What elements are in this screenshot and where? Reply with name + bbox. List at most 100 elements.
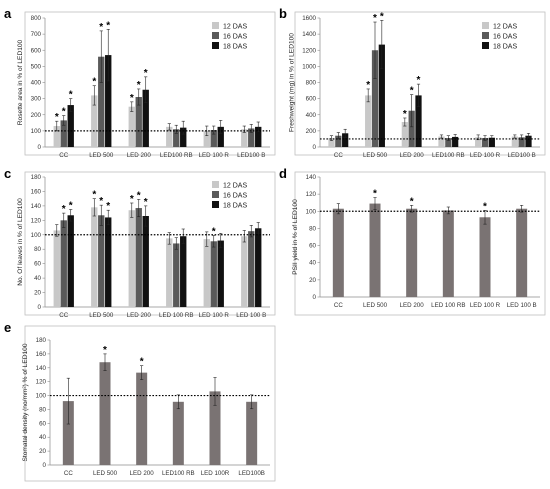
panel-e-y-tick-label: 120 <box>36 379 47 386</box>
panel-a-frame <box>24 11 276 156</box>
panel-b-bar <box>328 138 335 147</box>
panel-b-bar <box>438 136 445 147</box>
panel-a-bar <box>173 129 180 147</box>
panel-a-bar <box>91 95 98 147</box>
panel-a-x-tick-label: LED100 B <box>237 152 265 159</box>
panel-d-y-axis-title: PSII yield in % of LED100 <box>292 199 299 275</box>
panel-b-y-tick-label: 200 <box>306 128 317 135</box>
panel-c-significance-mark: * <box>106 201 110 212</box>
panel-c-bar <box>67 215 74 307</box>
panel-a-letter: a <box>4 6 12 21</box>
panel-c-legend-swatch <box>212 191 219 198</box>
panel-c-x-tick-label: LED 200 <box>127 312 152 319</box>
panel-c-significance-mark: * <box>212 227 216 238</box>
panel-b-bar <box>481 138 489 147</box>
panel-b-bar <box>475 137 482 147</box>
panel-a-bar <box>217 126 224 147</box>
panel-c: c 0 20 40 60 80 100 120 140 160 180 No. Of leaves … <box>4 166 276 319</box>
panel-a-legend-swatch <box>212 32 219 39</box>
panel-c-legend-label: 18 DAS <box>223 203 247 210</box>
panel-a-y-tick-label: 0 <box>38 144 42 151</box>
panel-b: b 0 200 400 600 800 1000 1200 1400 1600 Freshweig… <box>279 6 546 159</box>
panel-b-bar <box>511 136 518 147</box>
panel-d-y-tick-label: 80 <box>309 225 316 232</box>
panel-c-x-tick-label: LED 100 RB <box>159 312 193 319</box>
panel-a-x-tick-label: LED 200 <box>127 152 152 159</box>
panel-e-significance-mark: * <box>103 345 107 356</box>
panel-b-y-axis-title: Freshweight (mg) in % of LED100 <box>289 33 296 132</box>
panel-e-x-tick-label: LED 500 <box>93 470 118 477</box>
panel-d-x-tick-label: LED 200 <box>400 302 425 309</box>
panel-d-bar <box>479 217 491 297</box>
panel-a-significance-mark: * <box>55 112 59 123</box>
panel-a-bar <box>248 128 255 147</box>
panel-c-frame <box>24 171 276 316</box>
panel-c-y-tick-label: 40 <box>34 275 41 282</box>
panel-b-bar <box>452 136 459 147</box>
panel-c-plot: 0 20 40 60 80 100 120 140 160 180 No. Of leaves in… <box>17 174 270 319</box>
panel-b-significance-mark: * <box>410 86 414 97</box>
panel-c-legend-label: 16 DAS <box>223 193 247 200</box>
panel-a-significance-mark: * <box>62 107 66 118</box>
panel-d-y-tick-label: 0 <box>313 294 317 301</box>
panel-b-y-tick-label: 1000 <box>302 63 316 70</box>
panel-c-y-tick-label: 180 <box>31 174 42 181</box>
panel-a-bar <box>105 55 112 147</box>
panel-b-bar <box>525 135 532 147</box>
panel-a-legend-label: 18 DAS <box>223 44 247 51</box>
panel-c-y-tick-label: 60 <box>34 261 41 268</box>
panel-e-y-tick-label: 80 <box>39 406 46 413</box>
panel-a-bar <box>255 126 262 147</box>
panel-a-x-tick-label: LED 100 R <box>199 152 230 159</box>
panel-d-letter: d <box>279 166 287 181</box>
panel-a-significance-mark: * <box>137 80 141 91</box>
panel-c-bar <box>248 231 255 307</box>
panel-b-bar <box>378 44 385 148</box>
panel-e-x-tick-label: LED100B <box>238 470 265 477</box>
panel-d-y-tick-label: 100 <box>306 208 317 215</box>
panel-c-bar <box>241 236 248 307</box>
panel-b-significance-mark: * <box>366 80 370 91</box>
panel-d-y-tick-label: 60 <box>309 243 316 250</box>
panel-c-y-tick-label: 100 <box>31 232 42 239</box>
panel-a-significance-mark: * <box>99 22 103 33</box>
panel-b-y-tick-label: 800 <box>306 80 317 87</box>
panel-e-plot: 0 20 40 60 80 100 120 140 160 180 Stomatal density… <box>22 337 270 477</box>
panel-a-legend-label: 12 DAS <box>223 24 247 31</box>
panel-e-bar <box>172 401 184 465</box>
panel-d: d 0 20 40 60 80 100 120 140 PSII yield in % of L… <box>279 166 546 316</box>
panel-a-bar <box>166 126 173 147</box>
panel-e-y-tick-label: 0 <box>43 462 47 469</box>
panel-b-x-tick-label: LED 200 <box>400 152 425 159</box>
panel-b-x-tick-label: LED 100 R <box>470 152 501 159</box>
panel-b-bar <box>488 137 495 147</box>
panel-d-x-tick-label: LED 100 R <box>470 302 501 309</box>
panel-e-bar <box>136 372 148 465</box>
panel-b-bar <box>408 110 415 147</box>
panel-c-x-tick-label: LED 500 <box>89 312 114 319</box>
panel-c-significance-mark: * <box>130 194 134 205</box>
panel-c-bar <box>98 215 105 307</box>
panel-e-y-tick-label: 140 <box>36 365 47 372</box>
panel-c-bar <box>217 240 224 307</box>
panel-b-y-tick-label: 400 <box>306 112 317 119</box>
panel-d-frame <box>294 171 546 316</box>
panel-b-legend-label: 18 DAS <box>493 44 517 51</box>
panel-c-significance-mark: * <box>99 196 103 207</box>
panel-a-significance-mark: * <box>106 20 110 31</box>
panel-a-bar <box>203 130 210 147</box>
panel-b-x-tick-label: LED100 RB <box>432 152 465 159</box>
panel-b-significance-mark: * <box>417 75 421 86</box>
panel-c-x-tick-label: LED 100 B <box>236 312 266 319</box>
panel-a-significance-mark: * <box>69 90 73 101</box>
panel-c-significance-mark: * <box>92 190 96 201</box>
panel-a-x-tick-label: CC <box>59 152 68 159</box>
panel-d-y-tick-label: 140 <box>306 174 317 181</box>
panel-a-significance-mark: * <box>92 77 96 88</box>
panel-c-legend-label: 12 DAS <box>223 183 247 190</box>
panel-b-bar <box>518 137 525 147</box>
panel-c-bar <box>203 239 210 307</box>
panel-c-bar <box>53 230 60 307</box>
panel-e-y-axis-title: Stomatal density (no/mm²) % of LED100 <box>22 343 29 461</box>
